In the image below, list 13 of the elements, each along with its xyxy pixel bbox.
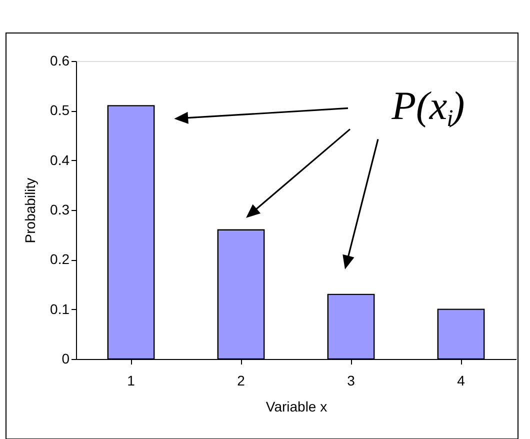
x-tick-label: 4: [457, 372, 466, 388]
y-tick-label: 0.5: [50, 102, 70, 118]
x-axis-title: Variable x: [266, 398, 328, 414]
y-tick-label: 0.3: [50, 202, 70, 218]
y-axis-title: Probability: [22, 178, 38, 244]
y-tick-label: 0.1: [50, 300, 70, 317]
x-tick-label: 2: [237, 372, 246, 388]
y-tick-label: 0.4: [50, 152, 70, 168]
x-tick-label: 1: [127, 372, 136, 388]
y-tick-label: 0.2: [50, 251, 70, 268]
y-tick-label: 0.6: [50, 52, 70, 68]
x-tick-label: 3: [347, 372, 356, 388]
y-tick-label: 0: [62, 350, 70, 366]
